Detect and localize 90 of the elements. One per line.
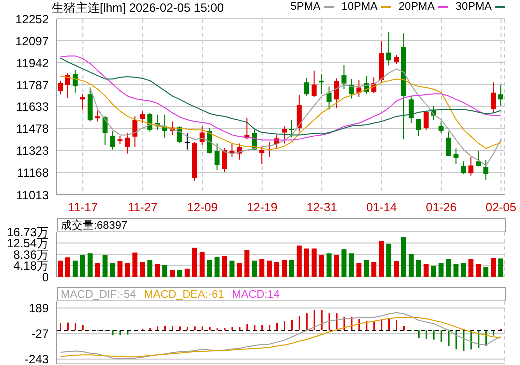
bar — [394, 261, 399, 277]
bar — [252, 260, 258, 277]
bar — [184, 268, 190, 277]
bar — [408, 254, 414, 277]
x-tick-label: 11-17 — [68, 200, 98, 215]
series-label: MACD:14 — [232, 288, 280, 300]
y-tick-label: 16.73万 — [6, 225, 49, 240]
bar — [424, 264, 429, 277]
bar — [230, 260, 235, 277]
bar — [454, 264, 459, 277]
bar — [289, 260, 294, 277]
bar — [446, 259, 452, 277]
bar — [304, 248, 310, 277]
bar — [244, 250, 250, 277]
y-tick-label: 11168 — [17, 166, 50, 180]
y-tick-label: 12252 — [16, 12, 50, 26]
bar — [282, 260, 287, 277]
bar — [461, 263, 466, 277]
y-tick-label: 11323 — [16, 144, 50, 158]
bar — [110, 263, 116, 277]
series-label: 成交量:68397 — [61, 218, 128, 233]
bar — [364, 260, 370, 277]
bar — [372, 262, 377, 277]
bar — [192, 248, 198, 277]
y-tick-label: 11942 — [16, 56, 50, 70]
bar — [342, 250, 347, 277]
bar — [148, 260, 153, 277]
bar — [491, 258, 496, 277]
text: MACD_DIF:-54 — [61, 288, 136, 300]
x-tick-label: 12-31 — [306, 200, 338, 215]
bar — [65, 258, 70, 277]
bar — [118, 261, 123, 277]
y-tick-label: 11013 — [16, 188, 50, 202]
bar — [267, 260, 272, 277]
bar — [431, 266, 436, 277]
bar — [401, 237, 406, 277]
bar — [222, 256, 228, 277]
bar — [140, 262, 146, 277]
bar — [356, 263, 362, 277]
y-tick-label: 11478 — [16, 122, 50, 136]
legend-label: 30PMA — [456, 1, 492, 13]
bar — [200, 252, 205, 277]
bar — [438, 263, 444, 277]
bar — [207, 260, 212, 277]
bar — [125, 263, 130, 277]
x-tick-label: 01-26 — [426, 200, 458, 215]
bar — [132, 252, 138, 277]
bar — [312, 248, 317, 277]
bar — [260, 259, 265, 277]
bar — [468, 259, 474, 277]
bar — [334, 255, 340, 277]
legend-label: 20PMA — [398, 1, 435, 13]
bar — [214, 257, 220, 277]
bar — [349, 254, 354, 277]
y-tick-label: 11787 — [16, 78, 50, 92]
bar — [162, 265, 168, 277]
x-tick-label: 12-09 — [187, 200, 218, 215]
x-tick-label: 12-19 — [246, 200, 278, 215]
y-tick-label: -243 — [24, 352, 50, 365]
y-tick-label: 12097 — [16, 34, 50, 48]
x-tick-label: 02-05 — [486, 200, 517, 215]
bar — [296, 246, 302, 277]
bar — [80, 255, 86, 277]
bar — [170, 270, 175, 277]
x-tick-label: 01-14 — [366, 200, 398, 215]
bar — [72, 260, 78, 277]
bar — [274, 262, 280, 277]
bar — [155, 264, 160, 277]
bar — [326, 254, 332, 277]
bar — [476, 264, 482, 277]
x-tick-label: 11-27 — [128, 200, 158, 215]
bar — [237, 263, 242, 277]
chart-title: 生猪主连[lhm] 2026-02-05 15:00 — [52, 0, 224, 17]
bar — [88, 254, 93, 277]
legend-label: 10PMA — [342, 1, 378, 13]
bar — [102, 255, 108, 277]
bar — [58, 260, 63, 277]
bar — [416, 260, 422, 277]
legend-label: 5PMA — [290, 1, 321, 13]
y-tick-label: 189 — [28, 301, 50, 316]
bar — [498, 258, 504, 277]
bar — [484, 267, 489, 277]
y-tick-label: 11633 — [16, 100, 50, 114]
bar — [177, 270, 182, 277]
bar — [379, 240, 384, 277]
y-tick-label: -27 — [32, 327, 50, 342]
bar — [386, 244, 392, 277]
bar — [319, 255, 324, 277]
text: MACD_DEA:-61 — [144, 288, 224, 300]
bar — [95, 263, 100, 277]
